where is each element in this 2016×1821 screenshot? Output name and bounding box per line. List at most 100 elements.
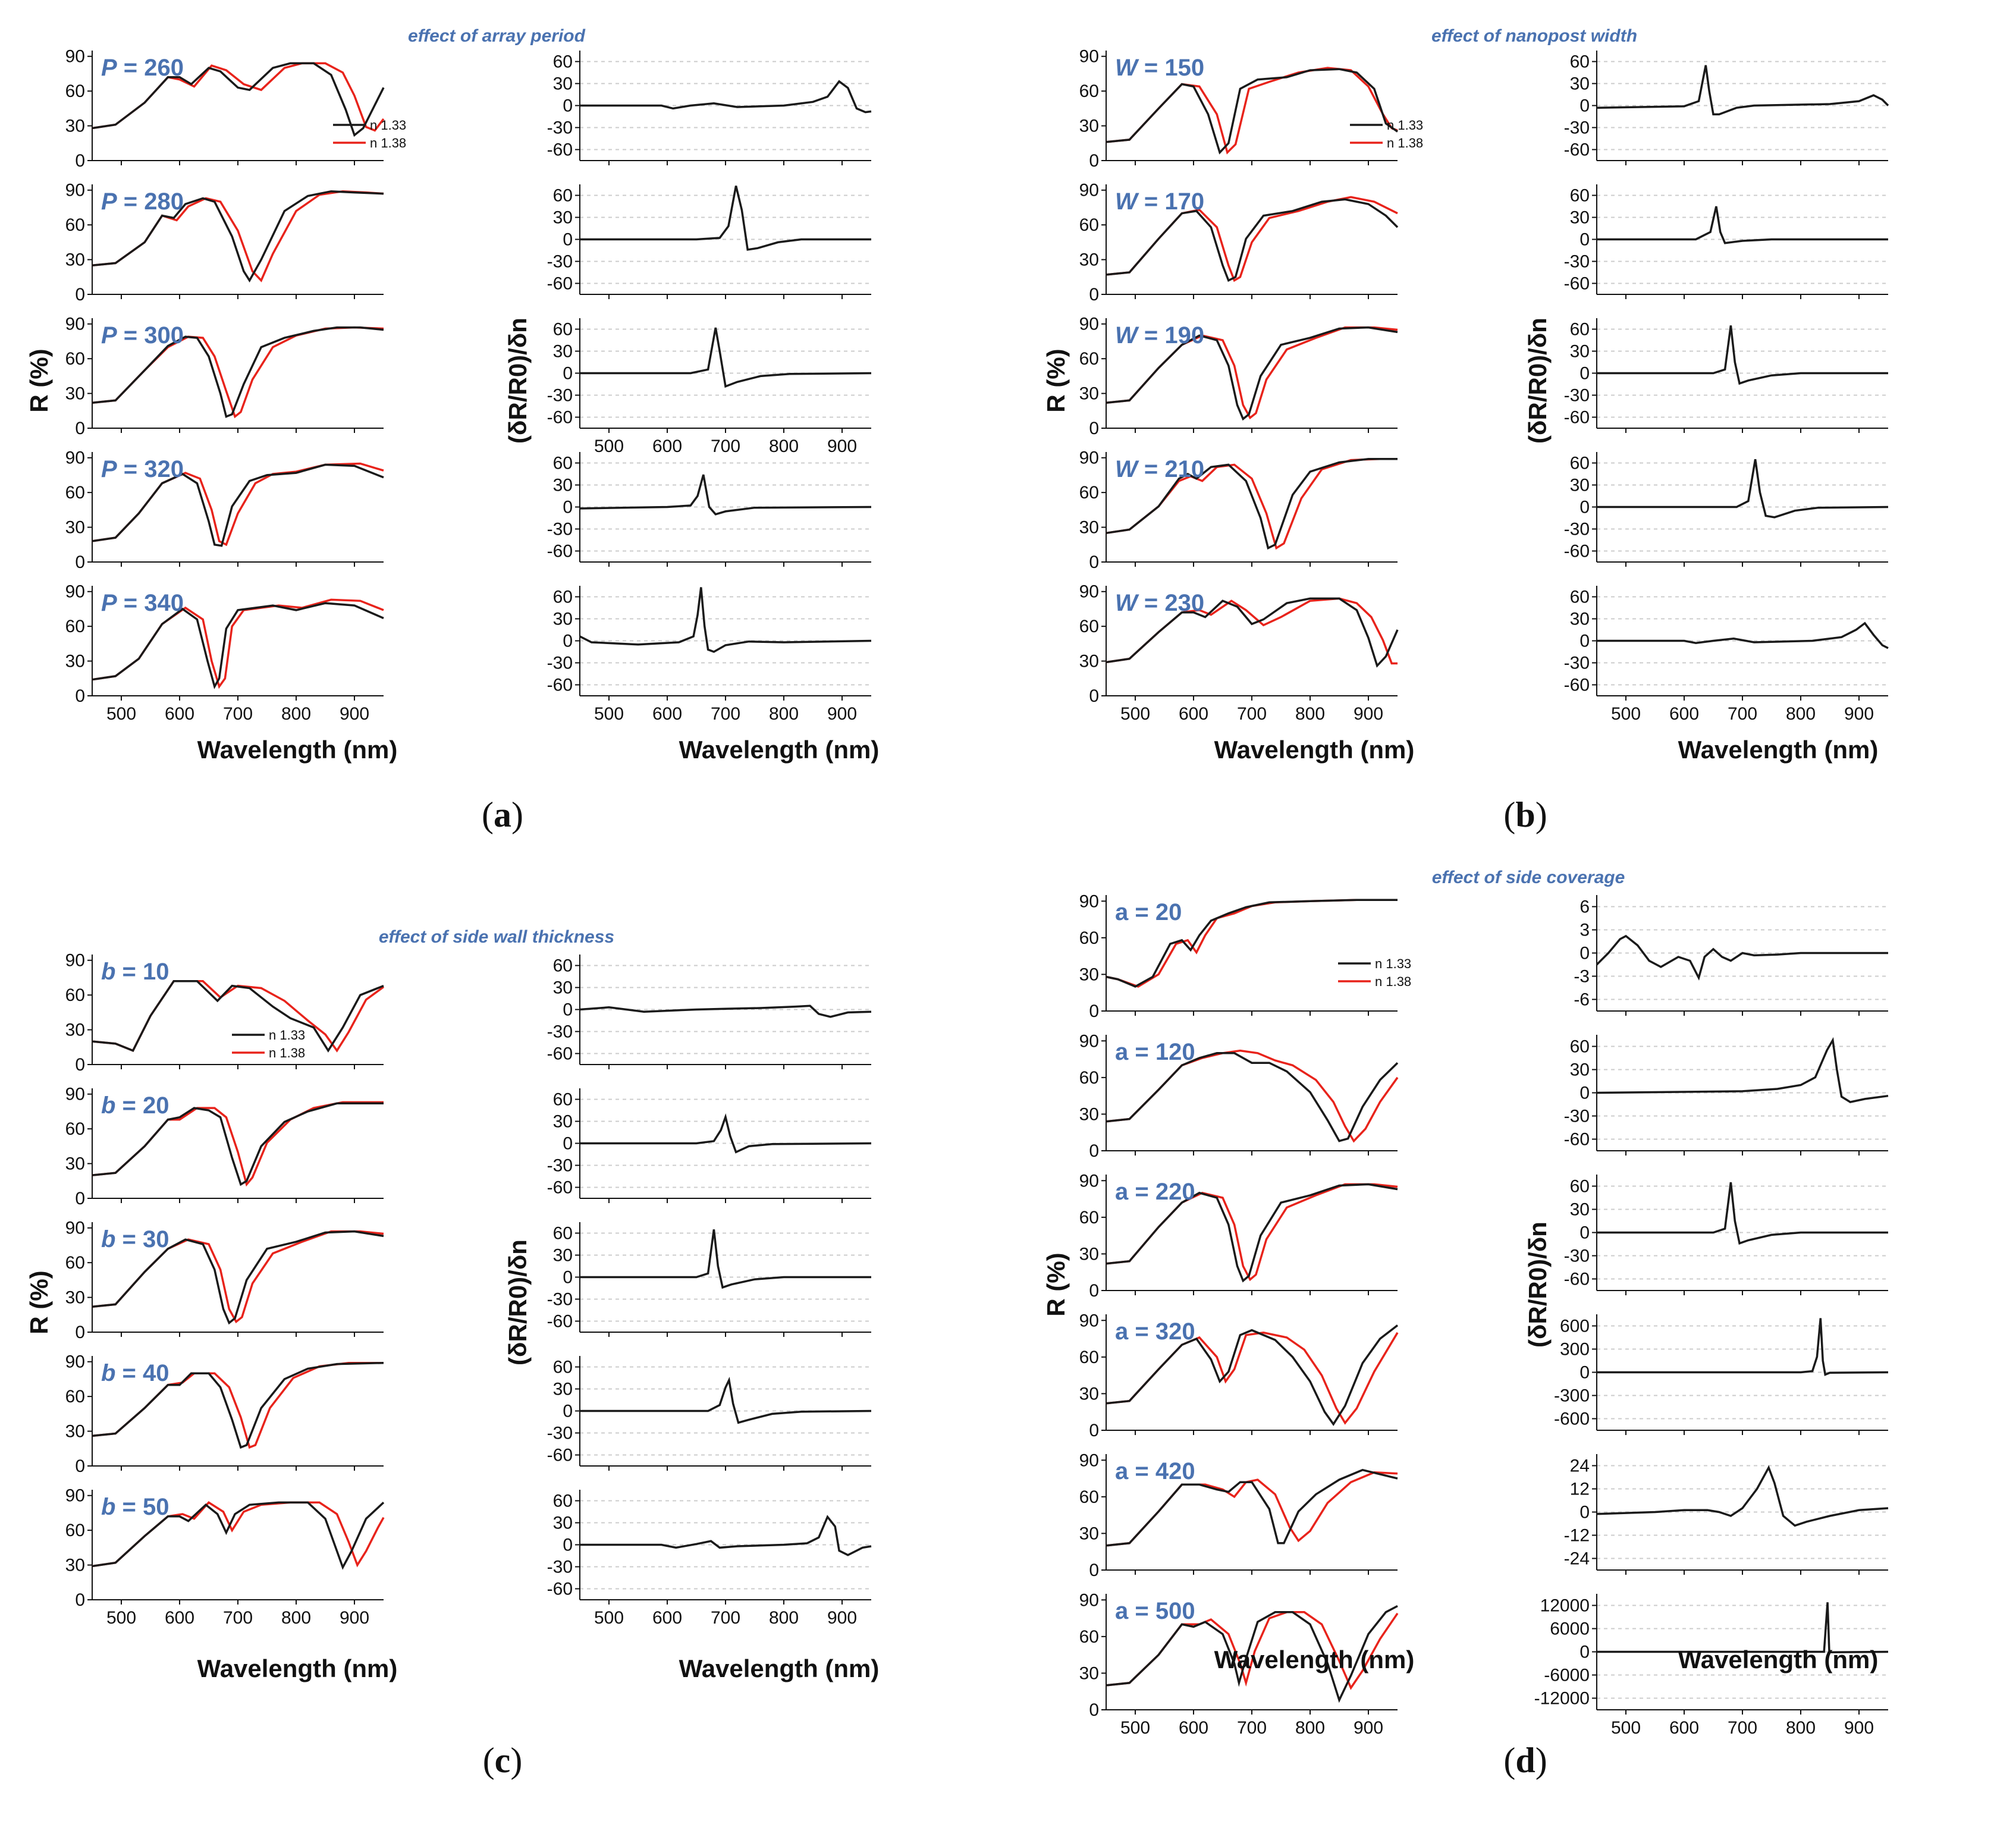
y-tick-label: 60: [1570, 588, 1590, 607]
y-tick-label: -6: [1574, 990, 1590, 1010]
legend-label-n138: n 1.38: [269, 1045, 305, 1060]
param-value: = 30: [115, 1226, 169, 1252]
y-tick-label: 60: [65, 215, 85, 235]
param-label: W = 170: [1115, 189, 1204, 215]
subplot-right-220: -60 -30 0 30 60: [1564, 1175, 1888, 1295]
y-tick-label: -30: [1564, 118, 1590, 138]
param-value: = 280: [117, 189, 184, 215]
y-tick-label: 0: [1579, 1223, 1590, 1243]
y-tick-label: -30: [547, 118, 573, 138]
y-tick-label: -60: [1564, 1270, 1590, 1289]
param-value: = 170: [1138, 189, 1204, 215]
panel-title: effect of array period: [408, 26, 586, 46]
x-tick-label: 800: [1786, 1718, 1816, 1738]
y-tick-label: 90: [65, 47, 85, 67]
y-tick-label: 30: [65, 384, 85, 404]
y-tick-label: -60: [547, 676, 573, 695]
y-tick-label: 3: [1579, 921, 1590, 940]
x-tick-label: 600: [1179, 704, 1208, 724]
series-line-n133: [92, 326, 384, 418]
param-value: = 420: [1128, 1458, 1195, 1484]
y-tick-label: -12: [1564, 1526, 1590, 1546]
y-tick-label: -60: [1564, 676, 1590, 695]
series-line-sensitivity: [580, 1515, 872, 1556]
y-tick-label: -30: [547, 1558, 573, 1577]
legend: n 1.33 n 1.38: [232, 1028, 305, 1060]
y-tick-label: 12: [1570, 1480, 1590, 1499]
y-tick-label: -30: [547, 1424, 573, 1443]
y-tick-label: 30: [65, 1154, 85, 1174]
series-line-sensitivity: [1597, 1602, 1889, 1653]
x-tick-label: 500: [106, 1608, 136, 1628]
panel-title: effect of side wall thickness: [379, 927, 614, 947]
subplot-left-120: 0 30 60 90 a = 120: [1079, 1031, 1399, 1161]
subplot-left-320: 0 30 60 90 a = 320: [1079, 1311, 1399, 1440]
caption-close: ): [1535, 795, 1547, 834]
y-tick-label: 60: [65, 81, 85, 101]
x-tick-label: 600: [652, 704, 682, 724]
y-axis-label-right: (δR/R0)/δn: [1524, 318, 1552, 444]
y-tick-label: 0: [75, 1456, 85, 1476]
param-value: = 230: [1138, 590, 1204, 616]
y-tick-label: -300: [1554, 1386, 1590, 1406]
param-symbol: P: [101, 590, 117, 616]
y-tick-label: 0: [563, 1536, 573, 1555]
panel-caption: (a): [482, 795, 523, 834]
param-symbol: a: [1115, 1318, 1129, 1345]
y-tick-label: 60: [1079, 81, 1099, 101]
y-tick-label: 30: [553, 1112, 573, 1132]
y-tick-label: -30: [1564, 654, 1590, 673]
series-line-sensitivity: [580, 327, 872, 388]
y-tick-label: 0: [75, 1055, 85, 1075]
x-tick-label: 500: [594, 1608, 624, 1628]
y-tick-label: 60: [1570, 52, 1590, 72]
y-tick-label: 0: [1579, 944, 1590, 963]
y-axis-label-right: (δR/R0)/δn: [1524, 1222, 1552, 1348]
y-axis-label-left: R (%): [1042, 1252, 1070, 1316]
series-line-sensitivity: [1597, 621, 1889, 649]
param-symbol: W: [1115, 322, 1139, 348]
y-tick-label: 60: [553, 1492, 573, 1511]
param-symbol: a: [1115, 1598, 1129, 1624]
param-value: = 320: [117, 456, 184, 482]
y-tick-label: 30: [553, 476, 573, 495]
y-tick-label: 60: [65, 1119, 85, 1139]
y-tick-label: 60: [65, 985, 85, 1005]
y-tick-label: 0: [75, 285, 85, 304]
y-tick-label: 30: [1570, 74, 1590, 94]
param-value: = 120: [1128, 1039, 1195, 1065]
subplot-right-320: -600 -300 0 300 600: [1554, 1314, 1889, 1435]
y-tick-label: 30: [1079, 1244, 1099, 1264]
param-label: a = 220: [1115, 1179, 1195, 1205]
y-tick-label: 0: [1579, 1503, 1590, 1522]
y-tick-label: 0: [563, 498, 573, 517]
y-tick-label: 0: [1089, 1421, 1099, 1440]
y-tick-label: 0: [75, 1189, 85, 1208]
y-tick-label: 0: [563, 230, 573, 250]
subplot-left-500: 0 30 60 90 500 600 700 800 900 a = 500: [1079, 1590, 1399, 1738]
subplot-left-420: 0 30 60 90 a = 420: [1079, 1450, 1398, 1580]
series-line-sensitivity: [1596, 1465, 1889, 1527]
y-tick-label: 90: [1079, 582, 1099, 602]
y-tick-label: 60: [553, 1090, 573, 1110]
series-line-sensitivity: [580, 186, 871, 251]
param-value: = 50: [115, 1494, 169, 1520]
y-tick-label: 30: [1570, 208, 1590, 228]
y-tick-label: 0: [1089, 552, 1099, 572]
param-value: = 210: [1138, 456, 1204, 482]
y-tick-label: -60: [547, 542, 573, 561]
x-tick-label: 600: [652, 437, 682, 456]
y-tick-label: 30: [65, 1288, 85, 1308]
legend: n 1.33 n 1.38: [333, 118, 406, 150]
caption-letter: b: [1515, 795, 1535, 834]
y-tick-label: -30: [1564, 252, 1590, 272]
y-tick-label: 90: [1079, 181, 1099, 200]
y-tick-label: 60: [1079, 483, 1099, 503]
series-line-n138: [92, 980, 385, 1053]
series-line-n133: [92, 1361, 384, 1449]
series-line-n133: [1106, 68, 1398, 155]
